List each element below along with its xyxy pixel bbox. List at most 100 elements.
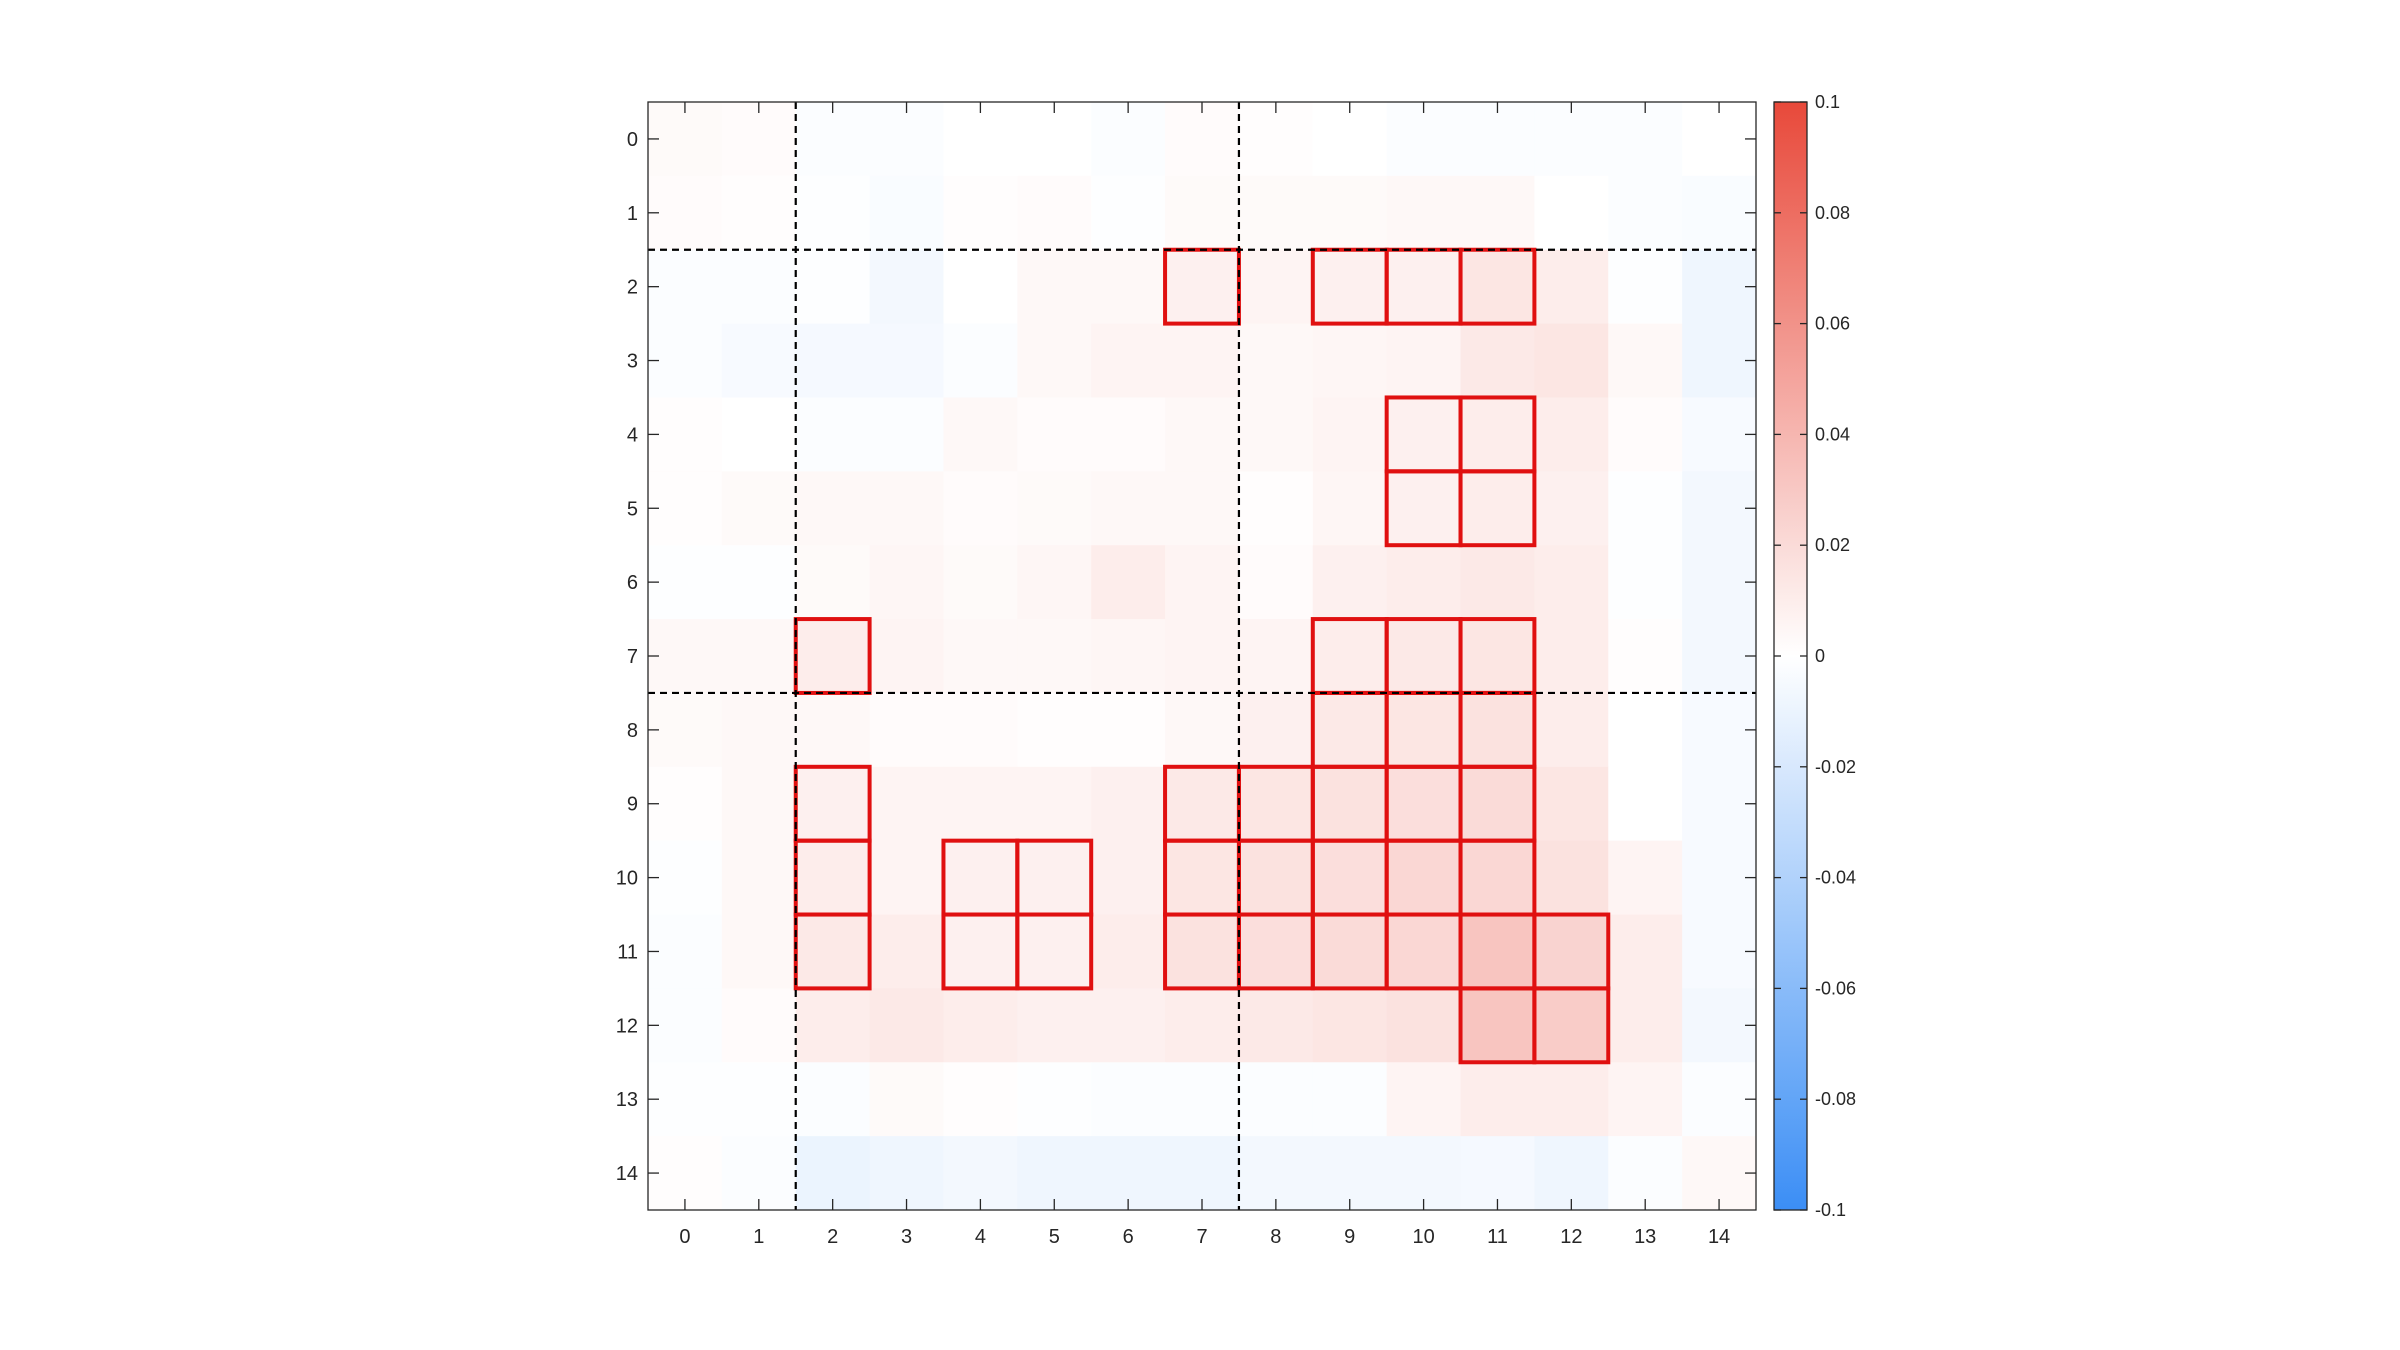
heatmap-cell (1608, 102, 1683, 177)
heatmap-cell (1312, 1062, 1388, 1137)
heatmap-cell (1165, 323, 1240, 398)
heatmap-cell (1460, 988, 1535, 1063)
heatmap-cell (1091, 397, 1166, 472)
heatmap-cell (1460, 692, 1535, 768)
heatmap-cell (795, 175, 871, 251)
x-tick-label: 2 (827, 1226, 838, 1248)
heatmap-cell (1386, 914, 1462, 989)
heatmap-cell (943, 545, 1018, 620)
heatmap-cell (721, 102, 797, 177)
y-tick-label: 12 (616, 1015, 638, 1037)
heatmap-cell (795, 766, 871, 842)
heatmap-cell (1608, 619, 1683, 694)
heatmap-cell (1091, 545, 1166, 620)
heatmap-cell (721, 840, 797, 916)
heatmap-cell (721, 766, 797, 842)
y-tick-label: 3 (627, 351, 638, 373)
heatmap-cell (869, 692, 944, 768)
heatmap-cell (869, 102, 944, 177)
heatmap-cell (943, 175, 1018, 251)
heatmap-cell (721, 692, 797, 768)
heatmap-cell (1682, 1136, 1757, 1211)
heatmap-cell (1312, 175, 1388, 251)
heatmap-cell (1312, 914, 1388, 989)
heatmap-cell (1312, 988, 1388, 1063)
heatmap-cell (1534, 545, 1609, 620)
x-tick-label: 4 (975, 1226, 986, 1248)
divider-lines (648, 102, 1756, 1210)
heatmap-cell (1682, 1062, 1757, 1137)
heatmap-cell (1312, 692, 1388, 768)
heatmap-cell (1165, 692, 1240, 768)
heatmap-cell (1238, 102, 1314, 177)
heatmap-cell (869, 1062, 944, 1137)
heatmap-cell (1017, 914, 1092, 989)
heatmap-cell (1682, 471, 1757, 546)
colorbar-tick-label: -0.1 (1815, 1200, 1846, 1220)
heatmap-cell (795, 692, 871, 768)
colorbar-tick-label: 0.02 (1815, 535, 1850, 555)
heatmap-cell (943, 988, 1018, 1063)
highlight-box (1015, 912, 1094, 991)
heatmap-cell (795, 249, 871, 325)
heatmap-cell (869, 249, 944, 325)
heatmap-cell (1091, 692, 1166, 768)
highlight-box (1458, 469, 1537, 548)
heatmap-cell (1608, 766, 1683, 842)
x-tick-label: 9 (1344, 1226, 1355, 1248)
heatmap-cell (943, 619, 1018, 694)
heatmap-cell (943, 249, 1018, 325)
heatmap-cell (1165, 1062, 1240, 1137)
heatmap-cell (1017, 1136, 1092, 1211)
heatmap-cell (648, 249, 723, 325)
heatmap-cell (1460, 914, 1535, 989)
heatmap-cell (648, 175, 723, 251)
heatmap-cell (795, 988, 871, 1063)
heatmap-cell (721, 471, 797, 546)
heatmap-cell (1017, 988, 1092, 1063)
heatmap-cell (1165, 175, 1240, 251)
heatmap-cell (648, 988, 723, 1063)
heatmap-cell (943, 1062, 1018, 1137)
heatmap-cell (869, 545, 944, 620)
heatmap-cell (1238, 914, 1314, 989)
heatmap-cell (943, 1136, 1018, 1211)
x-tick-label: 10 (1412, 1226, 1434, 1248)
y-tick-label: 0 (627, 129, 638, 151)
heatmap-cell (721, 175, 797, 251)
heatmap-cell (1460, 619, 1535, 694)
heatmap-cell (1460, 840, 1535, 916)
heatmap-cell (795, 1136, 871, 1211)
heatmap-cell (795, 102, 871, 177)
heatmap-cell (1312, 766, 1388, 842)
heatmap-cell (1682, 619, 1757, 694)
highlight-boxes (793, 247, 1611, 1065)
x-tick-label: 5 (1049, 1226, 1060, 1248)
heatmap-cell (1238, 1136, 1314, 1211)
heatmap-cell (1017, 471, 1092, 546)
highlight-box (1532, 986, 1611, 1065)
heatmap-cell (1017, 397, 1092, 472)
x-tick-label: 12 (1560, 1226, 1582, 1248)
heatmap-cell (1238, 545, 1314, 620)
colorbar: 0.1 0.08 0.06 0.04 0.02 0 -0.02 -0.04 -0.06 -0.08… (1773, 92, 1856, 1220)
heatmap-cell (721, 323, 797, 398)
colorbar-tick-label: -0.08 (1815, 1089, 1856, 1109)
heatmap-cell (869, 323, 944, 398)
heatmap-cell (721, 1136, 797, 1211)
x-tick-label: 7 (1196, 1226, 1207, 1248)
heatmap-cell (1386, 988, 1462, 1063)
heatmap-cell (1460, 766, 1535, 842)
heatmap-cell (1682, 545, 1757, 620)
heatmap-cell (1608, 914, 1683, 989)
heatmap-cell (1608, 692, 1683, 768)
heatmap-cell (869, 914, 944, 989)
y-tick-label: 4 (627, 424, 638, 446)
heatmap-cell (1534, 692, 1609, 768)
heatmap-cell (943, 471, 1018, 546)
heatmap-cell (795, 619, 871, 694)
heatmap-cell (648, 471, 723, 546)
x-tick-label: 3 (901, 1226, 912, 1248)
